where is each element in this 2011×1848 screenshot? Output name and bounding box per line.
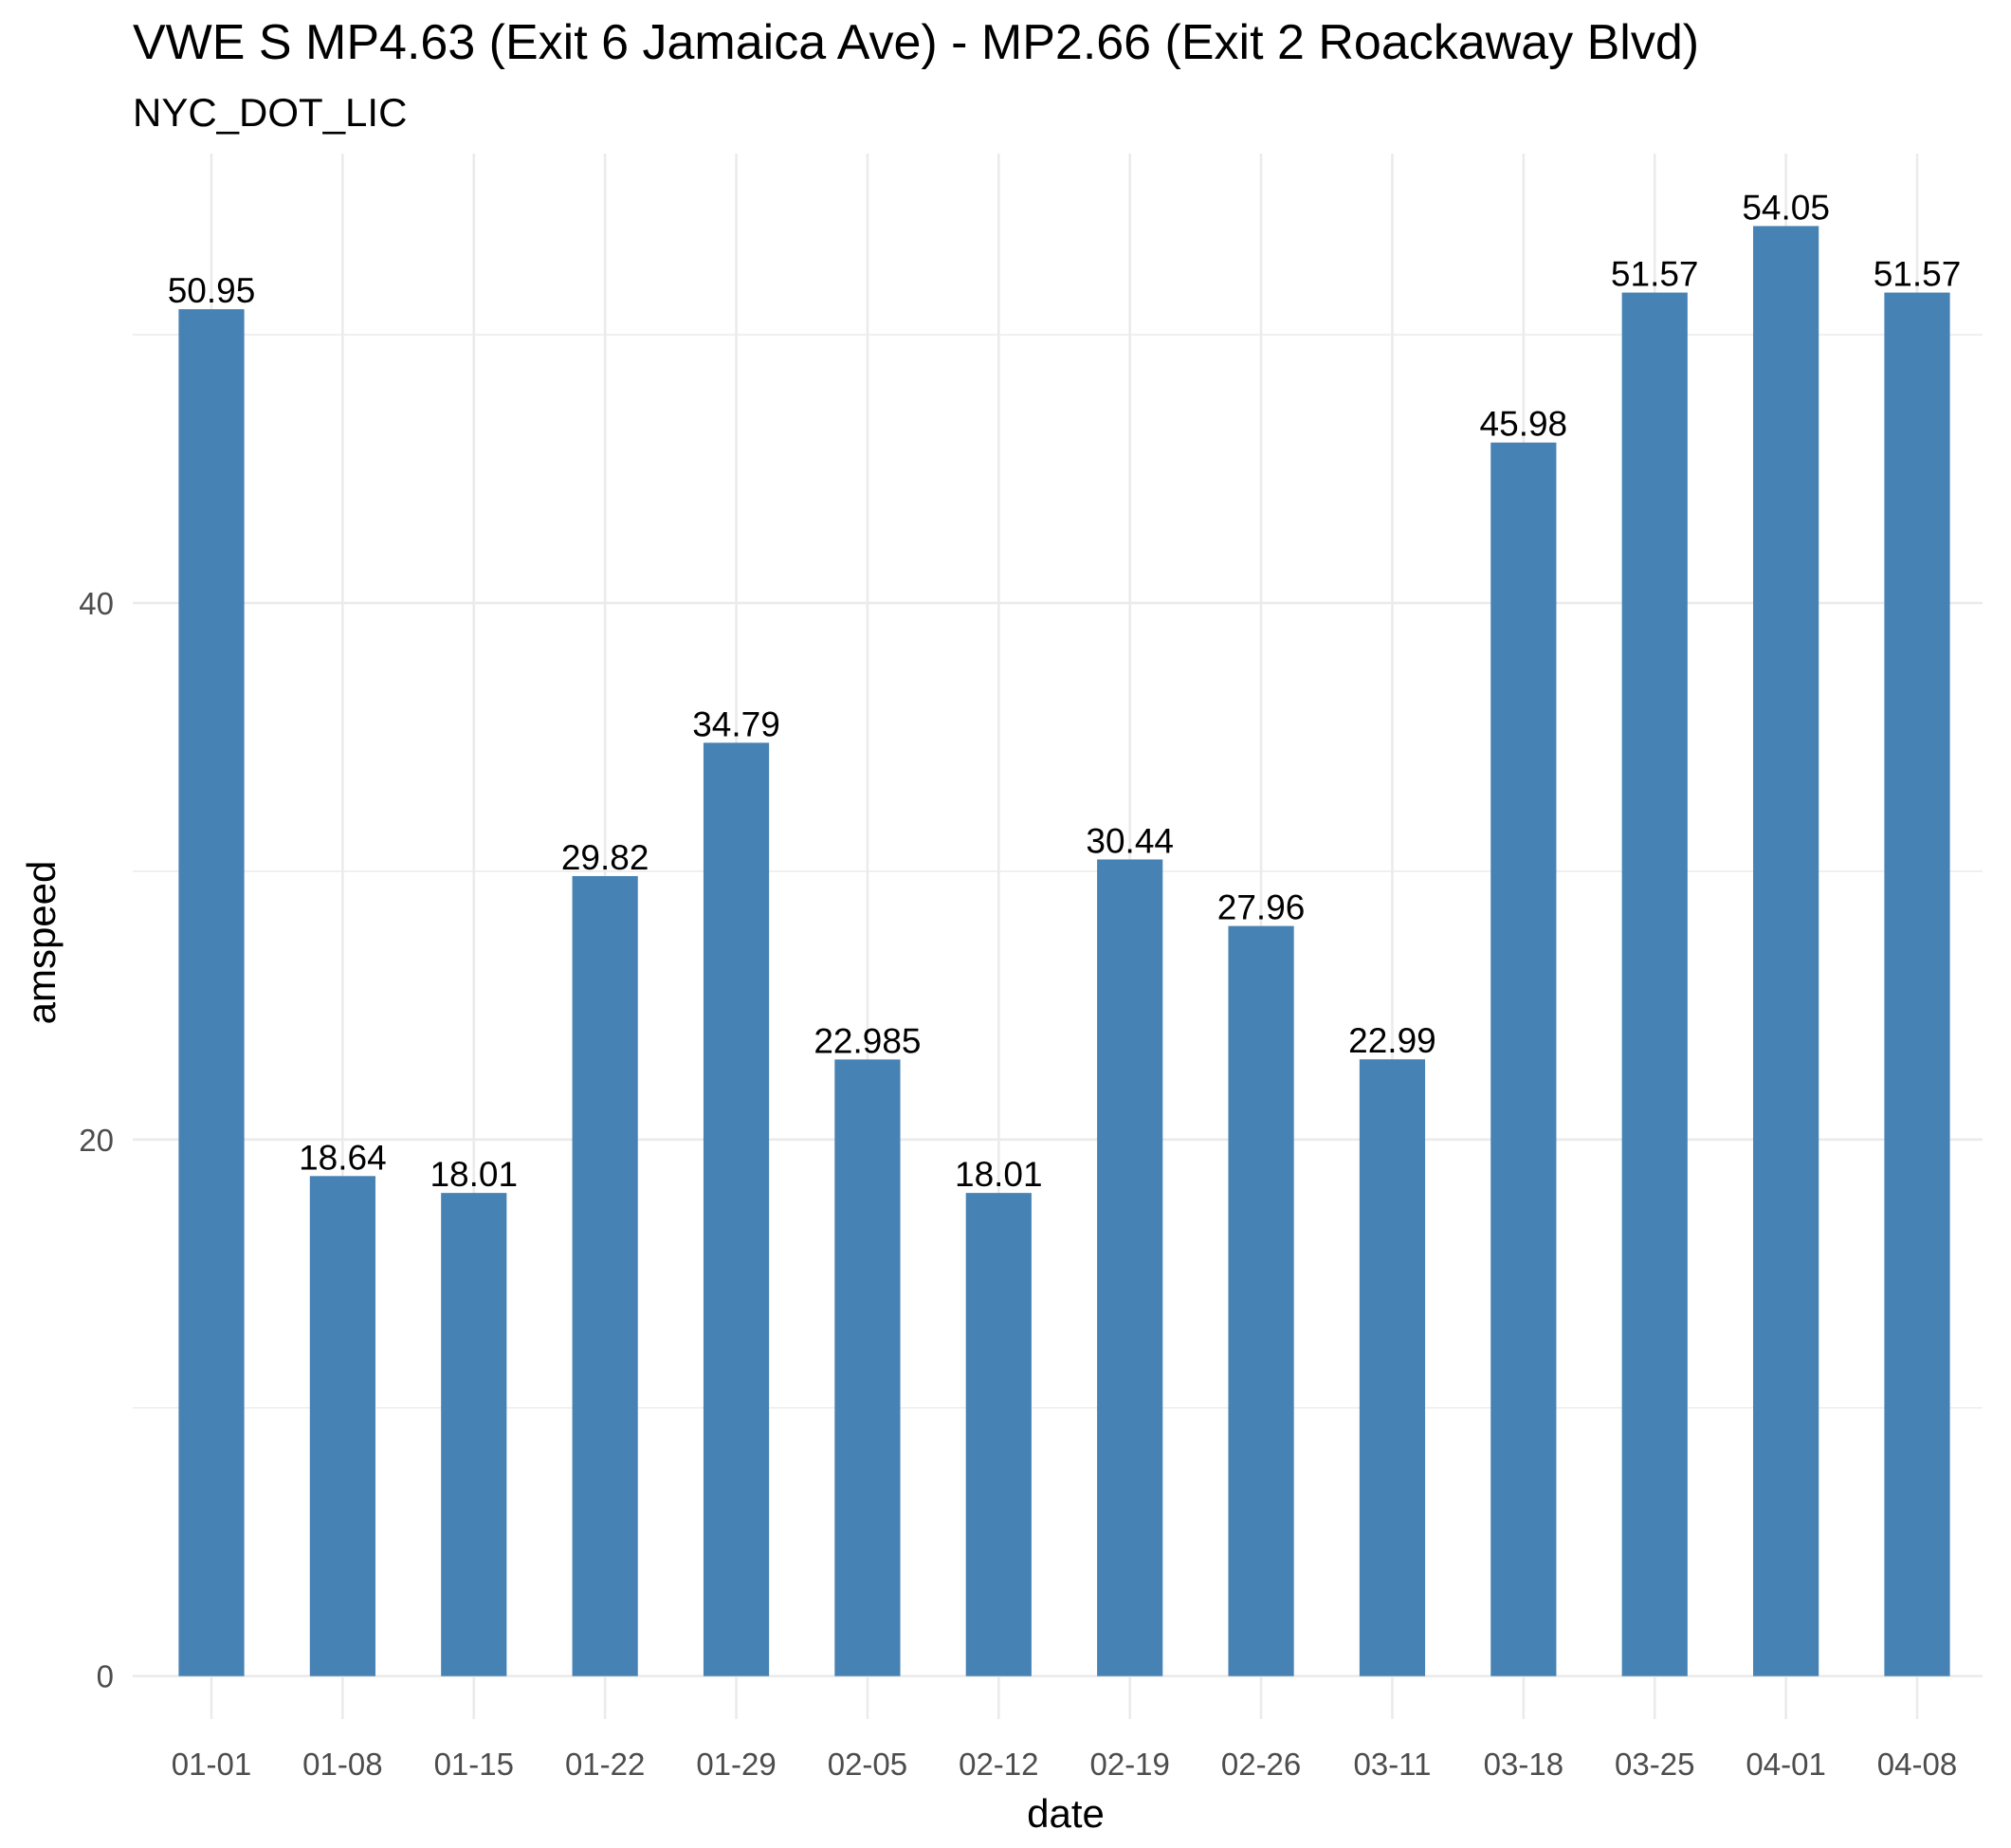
data-label: 50.95: [168, 271, 256, 310]
x-tick-label: 01-15: [434, 1747, 514, 1782]
chart-title: VWE S MP4.63 (Exit 6 Jamaica Ave) - MP2.…: [133, 15, 1699, 70]
x-tick-label: 04-01: [1746, 1747, 1825, 1782]
bar: [703, 742, 770, 1676]
bar: [1359, 1059, 1426, 1676]
data-label: 18.01: [955, 1155, 1043, 1194]
data-label: 30.44: [1086, 821, 1174, 860]
x-axis-title: date: [1027, 1791, 1105, 1836]
data-label: 27.96: [1217, 888, 1306, 927]
data-label: 51.57: [1874, 255, 1962, 294]
bar: [1621, 292, 1688, 1676]
data-label: 22.99: [1348, 1021, 1436, 1060]
y-tick-label: 20: [79, 1123, 114, 1158]
x-tick-label: 04-08: [1877, 1747, 1957, 1782]
y-tick-label: 40: [79, 586, 114, 621]
bar: [572, 875, 638, 1676]
data-label: 51.57: [1611, 255, 1699, 294]
bar: [1884, 292, 1950, 1676]
bar: [1228, 925, 1294, 1676]
bar: [1097, 859, 1163, 1676]
bar: [178, 309, 245, 1676]
data-label: 45.98: [1480, 405, 1568, 444]
data-label: 18.01: [430, 1155, 518, 1194]
x-tick-label: 01-29: [696, 1747, 776, 1782]
x-tick-label: 02-05: [828, 1747, 907, 1782]
bar: [965, 1193, 1032, 1676]
data-label: 22.985: [814, 1021, 921, 1060]
data-label: 29.82: [561, 838, 649, 877]
bar: [309, 1176, 375, 1676]
gridlines: [133, 154, 1983, 1719]
x-tick-label: 03-18: [1484, 1747, 1563, 1782]
data-label: 18.64: [299, 1138, 387, 1177]
bar: [834, 1059, 901, 1676]
axes: 0 20 40 01-01 01-08 01-15 01-22 01-29 02-05 02-12…: [79, 586, 1957, 1782]
data-label: 34.79: [692, 704, 780, 743]
x-tick-label: 03-11: [1353, 1747, 1431, 1782]
data-labels: 50.95 18.64 18.01 29.82 34.79 22.985 18.01 30.4…: [168, 188, 1962, 1194]
x-tick-label: 01-22: [565, 1747, 645, 1782]
x-tick-label: 01-01: [172, 1747, 251, 1782]
x-tick-label: 02-19: [1089, 1747, 1169, 1782]
chart-subtitle: NYC_DOT_LIC: [133, 90, 407, 135]
y-tick-label: 0: [97, 1659, 114, 1694]
y-axis-title: amspeed: [19, 861, 64, 1025]
bars: [178, 226, 1950, 1676]
data-label: 54.05: [1742, 188, 1830, 227]
bar: [441, 1193, 507, 1676]
bar: [1753, 226, 1819, 1676]
x-tick-label: 02-12: [959, 1747, 1038, 1782]
x-tick-label: 03-25: [1615, 1747, 1694, 1782]
x-tick-label: 01-08: [302, 1747, 382, 1782]
x-tick-label: 02-26: [1221, 1747, 1301, 1782]
bar: [1490, 442, 1557, 1676]
